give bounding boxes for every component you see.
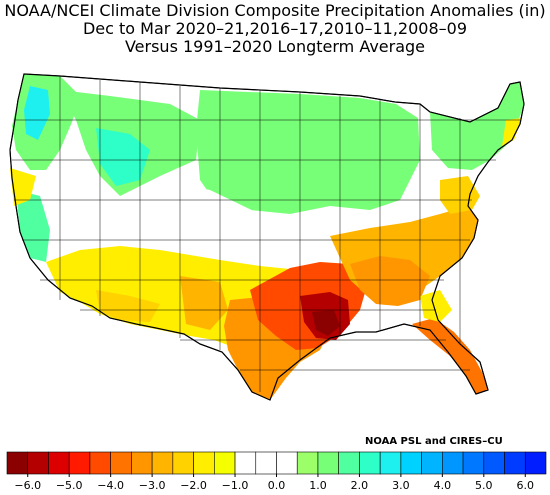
data-credit-label: NOAA PSL and CIRES–CU xyxy=(365,436,503,447)
washington-cascades-wet-region xyxy=(24,86,50,140)
legend-tick-label: −3.0 xyxy=(139,479,166,492)
map-title-line-3: Versus 1991–2020 Longterm Average xyxy=(124,37,426,56)
color-scale-legend: −6.0 −5.0 −4.0 −3.0 −2.0 −1.0 0.0 1.0 2.0 3.0 4.0 5… xyxy=(6,451,547,492)
legend-bin-13 xyxy=(276,451,298,475)
legend-bin-0 xyxy=(6,451,29,475)
legend-bin-11 xyxy=(234,451,257,475)
division-borders xyxy=(12,76,520,392)
legend-tick-label: 2.0 xyxy=(351,479,369,492)
legend-bin-9 xyxy=(193,451,215,475)
legend-bin-2 xyxy=(48,451,70,475)
northern-plains-wet-region xyxy=(196,90,420,214)
us-precipitation-anomaly-map xyxy=(9,73,525,401)
legend-bin-16 xyxy=(338,451,360,475)
legend-bin-18 xyxy=(379,451,402,475)
legend-tick-label: 1.0 xyxy=(309,479,327,492)
deep-south-dry-core xyxy=(312,310,340,336)
arizona-dry-region xyxy=(96,290,160,322)
legend-bin-4 xyxy=(89,451,111,475)
georgia-coast-dry-region xyxy=(420,290,452,322)
legend-bin-24 xyxy=(504,451,526,475)
legend-bin-6 xyxy=(131,451,153,475)
legend-bin-17 xyxy=(359,451,381,475)
legend-bin-7 xyxy=(151,451,174,475)
maine-dry-region xyxy=(502,118,522,146)
legend-tick-label: −1.0 xyxy=(222,479,249,492)
legend-bin-12 xyxy=(255,451,277,475)
legend-tick-label: −6.0 xyxy=(14,479,41,492)
florida-dry-region xyxy=(412,318,488,394)
legend-bin-3 xyxy=(68,451,91,475)
southeast-dry-region xyxy=(350,256,430,306)
legend-bin-8 xyxy=(172,451,194,475)
legend-tick-label: 0.0 xyxy=(268,479,286,492)
legend-bin-5 xyxy=(110,451,132,475)
legend-bin-1 xyxy=(27,451,49,475)
legend-bin-15 xyxy=(317,451,339,475)
central-plains-neutral-region xyxy=(130,180,360,246)
northern-rockies-wet-region xyxy=(96,128,150,186)
legend-ticks: −6.0 −5.0 −4.0 −3.0 −2.0 −1.0 0.0 1.0 2.0 3.0 4.0 5… xyxy=(14,474,534,492)
legend-bin-14 xyxy=(296,451,319,475)
legend-tick-label: −4.0 xyxy=(97,479,124,492)
map-title-line-1: NOAA/NCEI Climate Division Composite Pre… xyxy=(4,1,546,20)
legend-tick-label: 4.0 xyxy=(434,479,452,492)
map-title-line-2: Dec to Mar 2020–21,2016–17,2010–11,2008–… xyxy=(82,19,468,38)
legend-bins xyxy=(6,451,547,475)
legend-tick-label: 5.0 xyxy=(475,479,493,492)
legend-bin-19 xyxy=(400,451,422,475)
legend-bin-10 xyxy=(214,451,236,475)
legend-tick-label: −2.0 xyxy=(180,479,207,492)
legend-bin-25 xyxy=(524,451,547,475)
legend-bin-23 xyxy=(483,451,505,475)
california-north-dry-region xyxy=(10,168,36,206)
california-wet-region xyxy=(16,190,50,262)
legend-bin-22 xyxy=(462,451,485,475)
legend-tick-label: 3.0 xyxy=(392,479,410,492)
new-mexico-dry-region xyxy=(180,276,228,330)
legend-bin-21 xyxy=(442,451,464,475)
conus-border xyxy=(9,73,525,401)
legend-tick-label: −5.0 xyxy=(56,479,83,492)
legend-tick-label: 6.0 xyxy=(517,479,535,492)
legend-bin-20 xyxy=(421,451,443,475)
